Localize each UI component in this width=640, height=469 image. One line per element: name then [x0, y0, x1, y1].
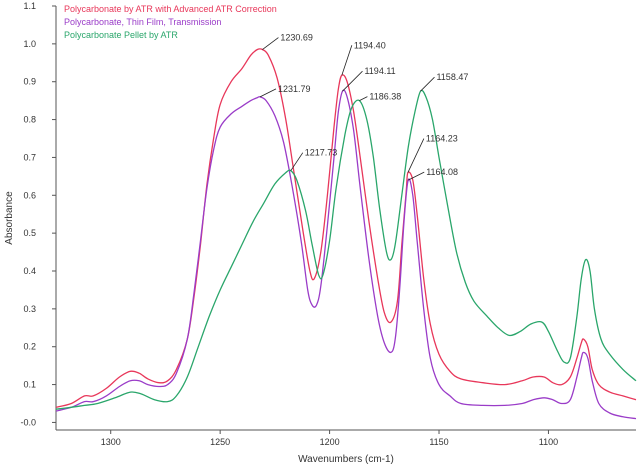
peak-leader-line — [407, 138, 425, 173]
y-tick-label: 0.9 — [23, 77, 36, 87]
peak-label: 1217.73 — [305, 148, 338, 158]
peak-leader-line — [420, 76, 435, 92]
series-line-atr-corrected — [55, 48, 637, 408]
x-tick-label: 1250 — [210, 437, 230, 447]
x-tick-label: 1200 — [320, 437, 340, 447]
y-tick-label: 0.8 — [23, 115, 36, 125]
y-tick-label: 0.1 — [23, 380, 36, 390]
y-tick-label: 0.7 — [23, 152, 36, 162]
x-tick-label: 1100 — [539, 437, 558, 447]
y-tick-label: 0.4 — [23, 266, 36, 276]
y-tick-label: -0.0 — [20, 417, 36, 427]
peak-leader-line — [341, 45, 353, 76]
x-axis-label: Wavenumbers (cm-1) — [298, 454, 394, 465]
legend-entry-thin-film: Polycarbonate, Thin Film, Transmission — [64, 17, 221, 27]
legend: Polycarbonate by ATR with Advanced ATR C… — [64, 4, 277, 40]
peak-leader-line — [359, 96, 368, 102]
peak-label: 1194.11 — [364, 66, 395, 76]
peak-leader-line — [262, 37, 279, 50]
series-line-pellet — [55, 89, 637, 410]
peak-label: 1158.47 — [436, 72, 468, 82]
legend-entry-atr-corrected: Polycarbonate by ATR with Advanced ATR C… — [64, 4, 277, 14]
peak-label: 1164.08 — [426, 167, 458, 177]
peak-label: 1194.40 — [354, 40, 386, 50]
axes — [55, 6, 636, 431]
y-ticks: -0.0 0.1 0.2 0.3 0.4 0.5 0.6 0.7 0.8 0.9 1.0 1.1 — [20, 1, 56, 427]
peak-label: 1230.69 — [280, 33, 313, 43]
series-line-thin-film — [55, 89, 637, 420]
peak-leader-line — [342, 70, 363, 92]
series-lines — [55, 48, 637, 420]
x-ticks: 1300 1250 1200 1150 1100 — [101, 430, 558, 447]
peak-leader-line — [408, 171, 425, 181]
y-axis-label: Absorbance — [4, 191, 15, 245]
y-tick-label: 0.3 — [23, 304, 36, 314]
y-tick-label: 0.5 — [23, 228, 36, 238]
peak-labels: 1230.69 1231.79 1194.40 1194.11 1186.38 1158.… — [259, 33, 468, 181]
y-tick-label: 0.2 — [23, 342, 36, 352]
x-tick-label: 1300 — [101, 437, 121, 447]
y-tick-label: 0.6 — [23, 190, 36, 200]
y-tick-label: 1.0 — [23, 39, 36, 49]
y-tick-label: 1.1 — [23, 1, 36, 11]
peak-label: 1164.23 — [426, 134, 458, 144]
x-tick-label: 1150 — [429, 437, 448, 447]
peak-leader-line — [259, 88, 277, 98]
peak-label: 1231.79 — [278, 84, 311, 94]
peak-leader-line — [290, 152, 304, 171]
peak-label: 1186.38 — [369, 92, 401, 102]
legend-entry-pellet: Polycarbonate Pellet by ATR — [64, 30, 178, 40]
